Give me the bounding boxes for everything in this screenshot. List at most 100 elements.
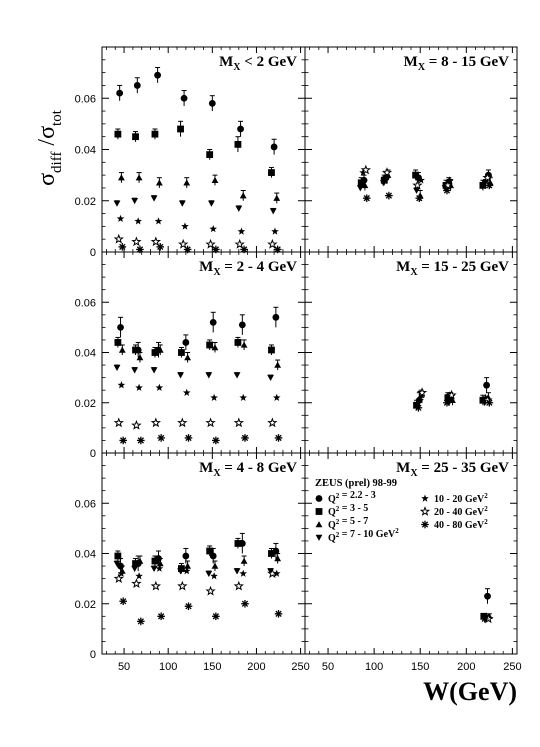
data-point [131, 419, 142, 430]
data-point-stroke [240, 246, 248, 253]
panel-title-sub: X [213, 267, 221, 278]
panel-title-rest: = 4 - 8 GeV [221, 460, 298, 476]
panel-title-sub: X [410, 267, 418, 278]
data-point [267, 568, 278, 578]
data-point-stroke [274, 246, 281, 253]
legend-marker [315, 521, 323, 528]
y-tick-label: 0.04 [75, 549, 96, 561]
data-point [178, 349, 185, 356]
data-point [118, 174, 125, 181]
legend-label-sup: 2 [484, 492, 488, 500]
data-point [272, 313, 280, 321]
legend-label: 20 - 40 GeV2 [434, 505, 488, 518]
legend-marker [419, 506, 431, 516]
data-point [137, 436, 145, 445]
y-tick-label: 0.02 [75, 599, 96, 611]
data-point [234, 140, 242, 148]
data-point [443, 398, 451, 407]
series-1 [484, 588, 491, 604]
data-point [151, 130, 159, 138]
data-point-stroke [185, 603, 192, 610]
data-point [151, 557, 159, 565]
data-point [117, 323, 124, 331]
x-tick-label: 150 [203, 661, 221, 673]
data-point [118, 346, 126, 353]
legend-label-sup: 2 [336, 518, 340, 526]
data-point [182, 339, 190, 346]
data-point [239, 192, 247, 199]
data-point [267, 374, 274, 382]
data-point [178, 200, 186, 207]
data-point [208, 200, 215, 207]
data-point [240, 341, 248, 348]
data-point [206, 151, 214, 159]
data-point-stroke [137, 437, 144, 444]
data-point-stroke [157, 434, 165, 442]
data-point [177, 372, 184, 379]
data-point [362, 194, 371, 202]
legend-label: Q2 = 7 - 10 GeV2 [328, 527, 399, 544]
data-point [113, 200, 121, 207]
data-point [182, 567, 191, 575]
data-point [114, 130, 122, 138]
data-point [150, 580, 161, 591]
data-point [181, 222, 189, 230]
data-point [150, 236, 161, 247]
series-1 [360, 169, 492, 188]
data-point [482, 172, 493, 183]
data-point [150, 417, 161, 428]
legend-label: Q2 = 5 - 7 [328, 516, 368, 531]
data-point [119, 436, 127, 445]
series-1 [117, 532, 280, 574]
legend-marker-stroke [421, 521, 429, 528]
panel-title-sub: X [410, 468, 418, 479]
data-point [274, 434, 283, 442]
data-point [233, 580, 244, 591]
data-point [442, 179, 454, 190]
legend-label-part: Q [328, 533, 336, 544]
legend-label-part: 20 - 40 GeV [434, 507, 485, 518]
data-point [177, 568, 184, 575]
x-tick-label: 50 [118, 661, 130, 673]
series-1 [117, 306, 280, 358]
data-point [154, 217, 163, 225]
data-point [414, 402, 421, 409]
data-point [234, 540, 242, 547]
data-point [206, 547, 214, 555]
data-point [113, 364, 121, 371]
data-point [178, 238, 189, 249]
data-point [132, 346, 139, 354]
panel-3: 0 0.02 0.04 0.06 MX = 2 - 4 GeV [75, 251, 306, 460]
legend-marker [315, 495, 323, 502]
data-point [184, 354, 192, 361]
panel-2: MX = 8 - 15 GeV [304, 46, 518, 253]
data-point-stroke [275, 434, 282, 442]
legend-label-sup: 2 [395, 527, 399, 535]
series-5 [117, 381, 281, 401]
panel-title-m: M [199, 460, 213, 476]
data-point [132, 133, 139, 141]
data-point-stroke [136, 246, 144, 253]
panel-title-m: M [396, 259, 410, 275]
data-point [412, 171, 420, 179]
series-7 [414, 398, 494, 412]
panel-title-m: M [396, 460, 410, 476]
series-2 [114, 336, 275, 358]
legend-title: ZEUS (prel) 98-99 [315, 478, 397, 489]
data-point [381, 173, 389, 181]
data-point [269, 208, 277, 215]
data-point [132, 560, 139, 567]
data-point [205, 238, 216, 249]
data-point-stroke [443, 187, 451, 194]
panel-title-m: M [404, 54, 418, 70]
series-4 [113, 195, 277, 215]
data-point-stroke [443, 399, 451, 406]
series-6 [360, 164, 493, 190]
data-point [177, 417, 188, 428]
data-point [182, 552, 190, 560]
series-4 [113, 560, 274, 577]
data-point [482, 394, 493, 405]
series-3 [361, 169, 494, 201]
data-point [150, 565, 158, 572]
data-point [184, 434, 193, 442]
